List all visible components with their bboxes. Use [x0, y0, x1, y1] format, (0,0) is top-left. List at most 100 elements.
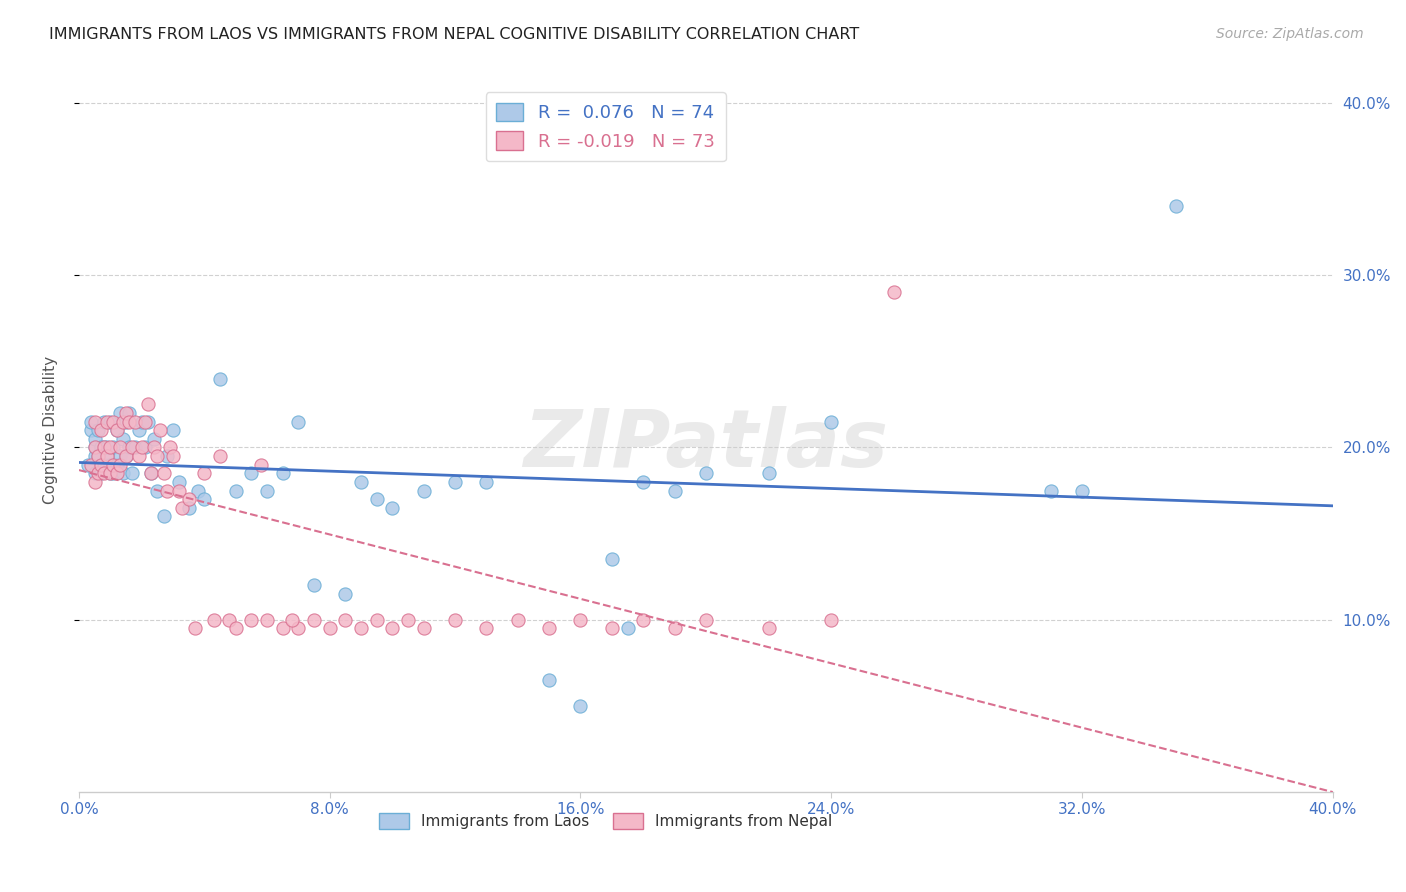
Text: Source: ZipAtlas.com: Source: ZipAtlas.com [1216, 27, 1364, 41]
Point [103, 458, 125, 472]
Point [366, 613, 388, 627]
Point [83, 475, 105, 489]
Point [335, 613, 357, 627]
Point [600, 552, 623, 566]
Point [105, 423, 128, 437]
Point [124, 415, 146, 429]
Point [538, 673, 561, 687]
Point [131, 441, 153, 455]
Point [83, 441, 105, 455]
Point [98, 415, 121, 429]
Point [350, 475, 373, 489]
Point [193, 492, 215, 507]
Point [225, 621, 247, 635]
Point [134, 415, 156, 429]
Point [96, 441, 118, 455]
Point [115, 415, 138, 429]
Point [172, 500, 194, 515]
Point [1039, 483, 1062, 498]
Point [134, 441, 156, 455]
Point [103, 441, 125, 455]
Point [103, 467, 125, 481]
Point [146, 449, 169, 463]
Point [111, 467, 134, 481]
Point [98, 467, 121, 481]
Point [105, 423, 128, 437]
Point [475, 475, 498, 489]
Point [302, 613, 325, 627]
Point [177, 492, 200, 507]
Point [167, 475, 190, 489]
Point [146, 483, 169, 498]
Point [538, 621, 561, 635]
Point [287, 415, 309, 429]
Point [108, 441, 131, 455]
Point [87, 423, 110, 437]
Point [87, 467, 110, 481]
Point [90, 467, 112, 481]
Point [256, 483, 278, 498]
Point [93, 415, 115, 429]
Point [883, 285, 905, 300]
Point [121, 467, 143, 481]
Point [131, 415, 153, 429]
Point [143, 441, 166, 455]
Point [93, 441, 115, 455]
Point [128, 449, 150, 463]
Point [93, 441, 115, 455]
Point [475, 621, 498, 635]
Point [569, 613, 592, 627]
Point [1071, 483, 1094, 498]
Point [83, 449, 105, 463]
Point [335, 587, 357, 601]
Point [83, 467, 105, 481]
Point [108, 406, 131, 420]
Point [218, 613, 240, 627]
Point [167, 483, 190, 498]
Point [77, 458, 100, 472]
Point [152, 467, 174, 481]
Point [80, 415, 103, 429]
Point [152, 509, 174, 524]
Point [128, 423, 150, 437]
Point [124, 441, 146, 455]
Point [412, 483, 434, 498]
Point [87, 449, 110, 463]
Point [98, 458, 121, 472]
Point [616, 621, 638, 635]
Point [319, 621, 342, 635]
Point [1164, 199, 1187, 213]
Point [108, 449, 131, 463]
Legend: Immigrants from Laos, Immigrants from Nepal: Immigrants from Laos, Immigrants from Ne… [373, 806, 838, 835]
Point [664, 621, 686, 635]
Point [90, 441, 112, 455]
Point [281, 613, 304, 627]
Point [93, 458, 115, 472]
Point [83, 415, 105, 429]
Point [177, 500, 200, 515]
Point [249, 458, 271, 472]
Point [240, 613, 263, 627]
Point [103, 415, 125, 429]
Point [149, 423, 172, 437]
Point [664, 483, 686, 498]
Point [184, 621, 207, 635]
Point [381, 500, 404, 515]
Point [695, 613, 717, 627]
Point [115, 449, 138, 463]
Point [96, 449, 118, 463]
Point [444, 475, 467, 489]
Point [156, 449, 179, 463]
Point [202, 613, 225, 627]
Point [80, 458, 103, 472]
Point [98, 441, 121, 455]
Point [208, 371, 231, 385]
Point [162, 423, 184, 437]
Point [90, 423, 112, 437]
Point [115, 449, 138, 463]
Point [87, 449, 110, 463]
Point [350, 621, 373, 635]
Point [162, 449, 184, 463]
Point [631, 613, 654, 627]
Point [93, 467, 115, 481]
